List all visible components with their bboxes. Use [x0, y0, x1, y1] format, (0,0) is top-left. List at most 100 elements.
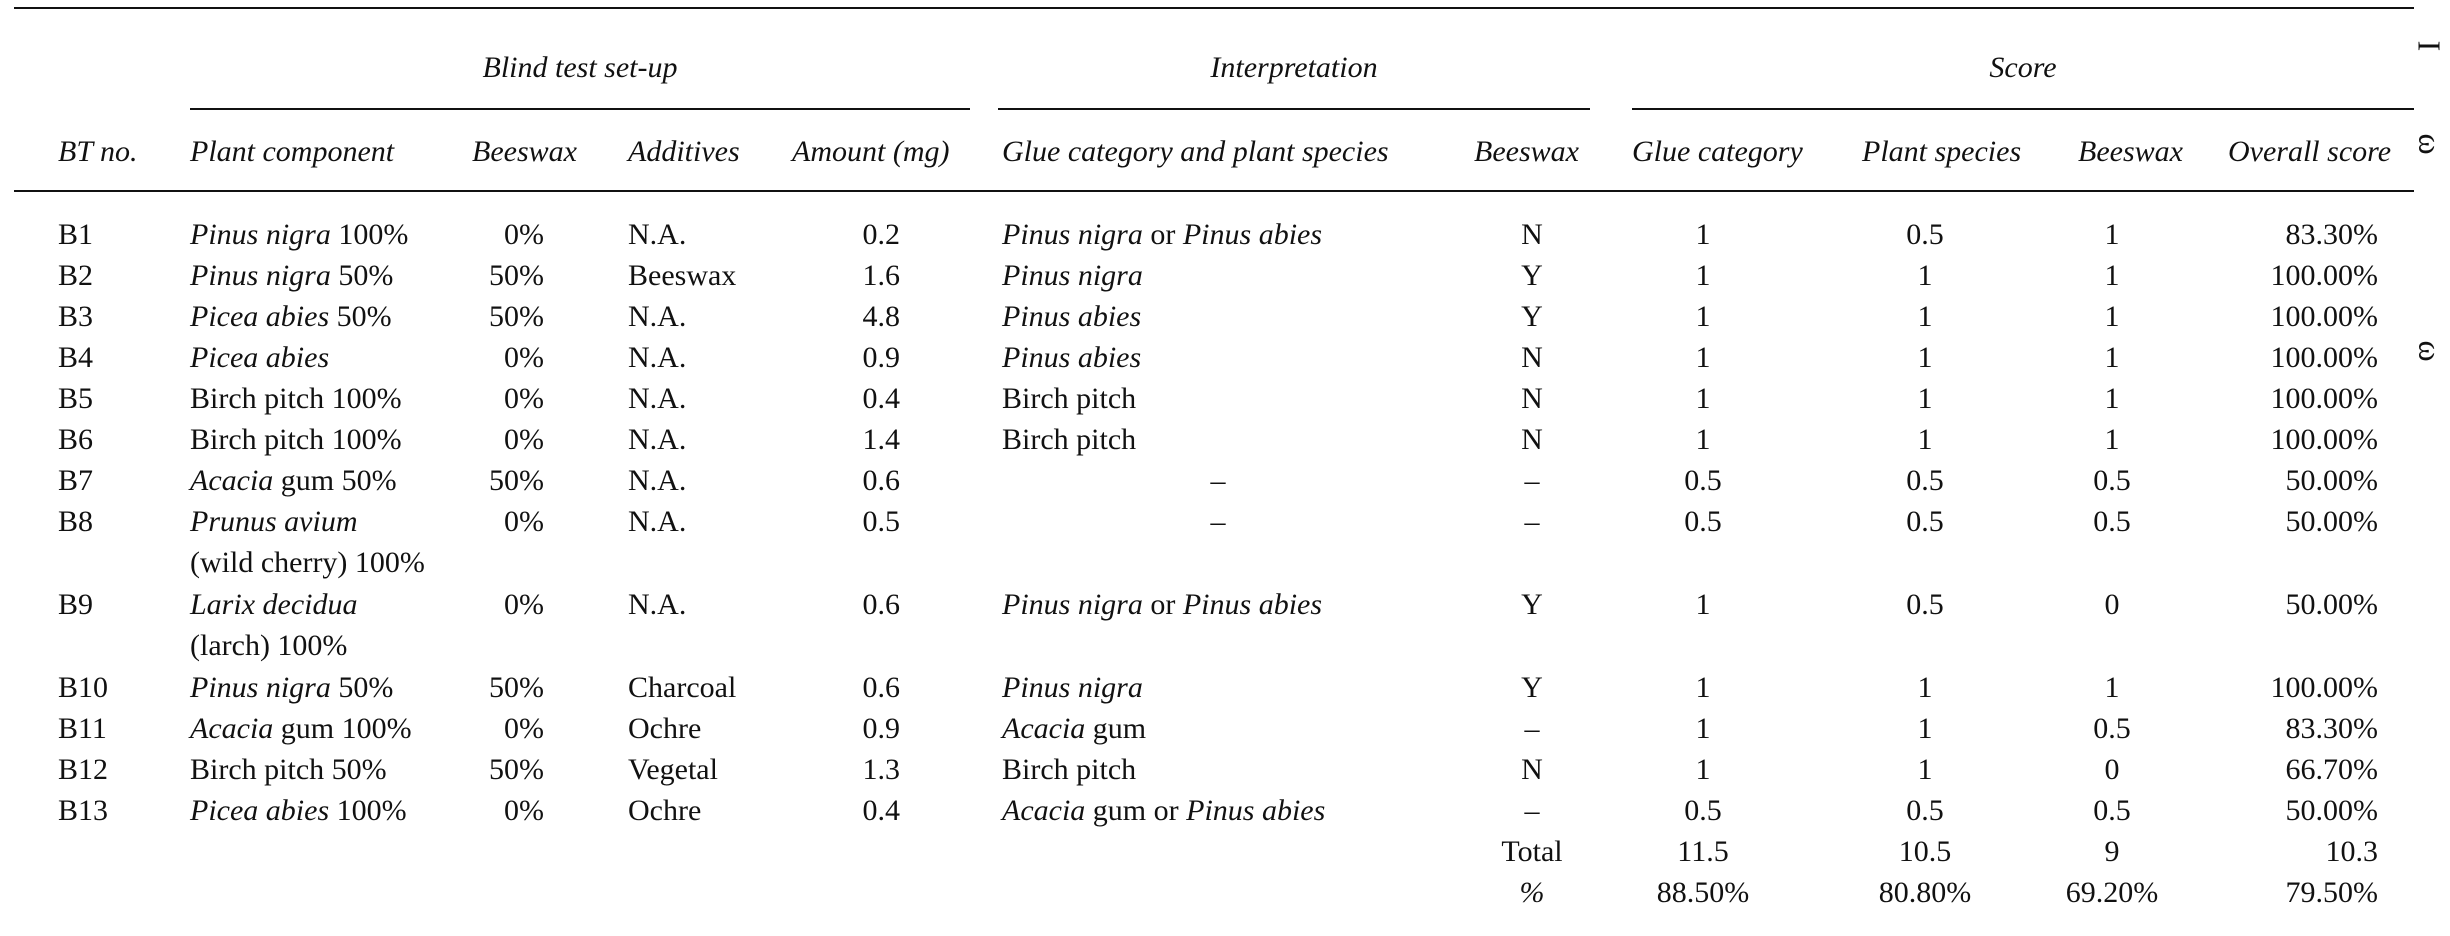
margin-mark: ω: [2412, 340, 2449, 362]
cell-plant-component: Birch pitch 100%: [190, 379, 402, 419]
cell-overall-score: 50.00%: [2285, 505, 2379, 538]
cell-beeswax-interp: –: [1524, 794, 1540, 827]
cell-beeswax-setup: 0%: [504, 341, 544, 374]
cell-additives: N.A.: [628, 218, 687, 251]
group-rule-score: [1632, 108, 2414, 110]
cell-bt-no: B9: [58, 588, 94, 621]
cell-beeswax-score: 0: [2104, 753, 2120, 786]
cell-plant-species-score: 1: [1917, 753, 1933, 786]
top-rule: [14, 7, 2414, 9]
cell-plant-component-part: Birch pitch 100%: [190, 382, 402, 415]
cell-bt-no: B12: [58, 753, 109, 786]
cell-additives: N.A.: [628, 341, 687, 374]
cell-beeswax-interp: N: [1521, 382, 1543, 415]
cell-plant-component-line2: (larch) 100%: [190, 629, 348, 662]
header-rule: [14, 190, 2414, 192]
cell-plant-component: Acacia gum 100%: [190, 709, 412, 749]
cell-glue-species: Birch pitch: [1002, 379, 1136, 419]
cell-glue-category-score: 1: [1695, 588, 1711, 621]
cell-glue-category-score: 1: [1695, 382, 1711, 415]
cell-beeswax-score: 0.5: [2093, 505, 2131, 538]
cell-overall-score: 50.00%: [2285, 588, 2379, 621]
cell-glue-species: –: [1211, 502, 1226, 542]
cell-glue-species: Pinus nigra: [1002, 256, 1143, 296]
cell-plant-component-part: Picea abies: [190, 341, 330, 374]
cell-glue-species-part: gum or: [1085, 794, 1187, 827]
totals-glue-category: 88.50%: [1656, 876, 1750, 909]
cell-beeswax-setup: 50%: [489, 259, 544, 292]
cell-beeswax-setup: 0%: [504, 712, 544, 745]
cell-plant-component-part: 50%: [330, 671, 394, 704]
totals-label: %: [1519, 876, 1545, 909]
totals-glue-category: 11.5: [1677, 835, 1729, 868]
cell-glue-category-score: 1: [1695, 259, 1711, 292]
cell-additives: Charcoal: [628, 671, 737, 704]
cell-additives: N.A.: [628, 382, 687, 415]
cell-additives: Ochre: [628, 794, 702, 827]
cell-beeswax-score: 1: [2104, 218, 2120, 251]
cell-additives: N.A.: [628, 423, 687, 456]
col-header-beeswax-setup: Beeswax: [472, 135, 577, 168]
cell-amount: 0.6: [862, 588, 901, 621]
totals-beeswax: 9: [2104, 835, 2120, 868]
cell-glue-category-score: 1: [1695, 300, 1711, 333]
cell-bt-no: B8: [58, 505, 94, 538]
group-rule-interpretation: [998, 108, 1590, 110]
cell-plant-component-part: 50%: [329, 300, 392, 333]
cell-bt-no: B6: [58, 423, 94, 456]
cell-plant-component: Picea abies: [190, 338, 329, 378]
cell-glue-species-part: Acacia: [1002, 712, 1086, 745]
cell-overall-score: 100.00%: [2270, 423, 2379, 456]
cell-additives: N.A.: [628, 300, 687, 333]
cell-bt-no: B5: [58, 382, 94, 415]
cell-beeswax-score: 1: [2104, 259, 2120, 292]
cell-additives: N.A.: [628, 464, 687, 497]
cell-glue-category-score: 1: [1695, 753, 1711, 786]
col-header-glue-category-species: Glue category and plant species: [1002, 135, 1389, 168]
cell-glue-species: Acacia gum: [1002, 709, 1146, 749]
cell-bt-no: B10: [58, 671, 109, 704]
cell-plant-component-part: Pinus nigra: [190, 259, 331, 292]
cell-glue-species-part: or: [1142, 218, 1183, 251]
cell-glue-category-score: 0.5: [1684, 505, 1722, 538]
cell-bt-no: B2: [58, 259, 94, 292]
cell-plant-component-part: Birch pitch 50%: [190, 753, 387, 786]
cell-glue-species: Pinus nigra: [1002, 668, 1143, 708]
totals-beeswax: 69.20%: [2065, 876, 2159, 909]
cell-glue-species-part: Pinus nigra: [1002, 259, 1143, 292]
cell-beeswax-setup: 0%: [504, 218, 544, 251]
cell-beeswax-score: 1: [2104, 671, 2120, 704]
group-rule-setup: [190, 108, 970, 110]
cell-amount: 1.3: [862, 753, 901, 786]
cell-plant-component-part: 50%: [330, 259, 394, 292]
cell-beeswax-interp: N: [1521, 423, 1543, 456]
cell-glue-category-score: 1: [1695, 341, 1711, 374]
cell-bt-no: B4: [58, 341, 94, 374]
cell-plant-component: Pinus nigra 50%: [190, 668, 393, 708]
cell-glue-category-score: 1: [1695, 423, 1711, 456]
cell-plant-species-score: 1: [1917, 671, 1933, 704]
margin-mark: I: [2411, 40, 2448, 52]
cell-glue-category-score: 1: [1695, 712, 1711, 745]
cell-glue-species-part: Pinus nigra: [1002, 588, 1143, 621]
cell-glue-category-score: 1: [1695, 218, 1711, 251]
group-header-score: Score: [1989, 51, 2057, 84]
cell-plant-species-score: 1: [1917, 423, 1933, 456]
cell-glue-category-score: 0.5: [1684, 794, 1722, 827]
cell-beeswax-setup: 50%: [489, 671, 544, 704]
cell-amount: 1.6: [862, 259, 901, 292]
cell-glue-species: Pinus nigra or Pinus abies: [1002, 585, 1322, 625]
cell-glue-species-part: Birch pitch: [1002, 423, 1137, 456]
cell-glue-species-part: Acacia: [1002, 794, 1086, 827]
cell-plant-species-score: 1: [1917, 712, 1933, 745]
col-header-amount: Amount (mg): [792, 135, 950, 168]
cell-amount: 1.4: [862, 423, 901, 456]
cell-glue-species: Pinus abies: [1002, 338, 1141, 378]
cell-plant-component: Birch pitch 100%: [190, 420, 402, 460]
cell-beeswax-setup: 0%: [504, 794, 544, 827]
cell-beeswax-score: 0: [2104, 588, 2120, 621]
cell-glue-species-part: –: [1210, 505, 1226, 538]
cell-amount: 4.8: [862, 300, 901, 333]
cell-additives: Vegetal: [628, 753, 718, 786]
totals-plant-species: 80.80%: [1878, 876, 1972, 909]
